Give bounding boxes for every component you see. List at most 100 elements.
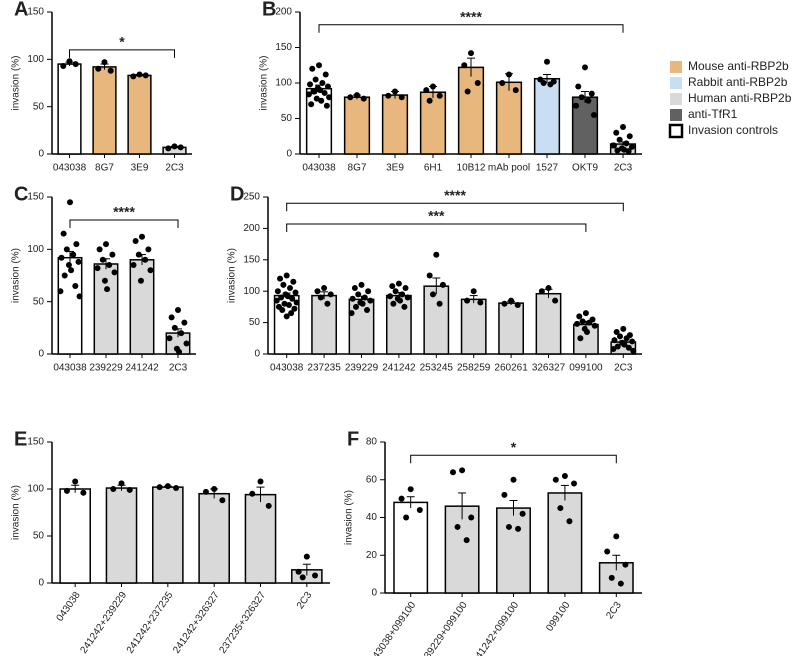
data-point xyxy=(395,280,402,287)
data-point xyxy=(273,297,280,304)
data-point xyxy=(181,319,188,326)
data-point xyxy=(287,285,294,292)
legend-swatch xyxy=(668,123,684,139)
data-point xyxy=(404,294,411,301)
data-point xyxy=(582,64,588,71)
x-tick-label: 2C3 xyxy=(295,590,315,612)
y-tick-label: 100 xyxy=(27,484,44,495)
data-point xyxy=(585,97,592,104)
data-point xyxy=(390,300,397,307)
y-axis-label: invasion (%) xyxy=(344,490,355,545)
data-point xyxy=(284,293,291,300)
data-point xyxy=(354,92,360,99)
data-point xyxy=(313,95,320,102)
x-tick-label: 1527 xyxy=(536,163,559,174)
y-tick-label: 150 xyxy=(275,42,292,53)
bar xyxy=(393,501,429,594)
x-tick-label: 3E9 xyxy=(386,163,404,174)
data-point xyxy=(326,94,333,101)
data-point xyxy=(436,92,443,99)
data-point xyxy=(257,478,264,485)
y-tick-label: 0 xyxy=(38,349,44,360)
data-point xyxy=(439,281,446,288)
significance-label: **** xyxy=(444,187,466,203)
data-point xyxy=(604,548,611,555)
data-point xyxy=(499,80,506,86)
data-point xyxy=(165,145,172,152)
significance-label: **** xyxy=(113,204,135,220)
data-point xyxy=(303,553,310,560)
data-point xyxy=(622,561,629,568)
data-point xyxy=(65,262,72,269)
bar xyxy=(105,487,138,584)
panel-title: B xyxy=(262,0,276,20)
data-point xyxy=(392,88,398,95)
y-tick-label: 50 xyxy=(33,531,45,542)
data-point xyxy=(137,277,144,284)
data-point xyxy=(574,320,581,327)
data-point xyxy=(586,319,593,326)
data-point xyxy=(288,310,295,317)
y-axis-label: invasion (%) xyxy=(11,485,22,540)
data-point xyxy=(324,300,331,307)
data-point xyxy=(616,333,623,340)
legend-label: Invasion controls xyxy=(688,123,778,137)
x-tick-label: 6H1 xyxy=(424,163,443,174)
data-point xyxy=(506,71,512,78)
bar xyxy=(152,486,184,584)
data-point xyxy=(433,251,440,258)
data-point xyxy=(571,480,578,487)
data-point xyxy=(385,92,392,99)
data-point xyxy=(579,318,586,325)
data-point xyxy=(623,140,630,147)
significance-bracket xyxy=(318,24,624,33)
data-point xyxy=(101,59,108,66)
x-tick-label: 2C3 xyxy=(604,600,624,622)
data-point xyxy=(175,307,181,314)
bar xyxy=(419,91,447,155)
data-point xyxy=(110,486,117,492)
data-point xyxy=(387,293,394,300)
data-point xyxy=(60,62,67,69)
data-point xyxy=(66,58,73,65)
data-point xyxy=(312,76,319,83)
data-point xyxy=(566,518,573,525)
y-tick-label: 60 xyxy=(366,474,378,485)
data-point xyxy=(389,283,396,290)
y-axis-label: invasion (%) xyxy=(259,55,270,110)
data-point xyxy=(142,72,149,79)
significance-label: * xyxy=(119,34,125,50)
data-point xyxy=(463,537,470,544)
data-point xyxy=(290,278,297,285)
x-tick-label: 241242+239229 xyxy=(78,590,129,656)
x-tick-label: 237235+326327 xyxy=(217,590,268,656)
data-point xyxy=(626,133,633,140)
data-point xyxy=(614,147,621,154)
data-point xyxy=(547,81,554,88)
data-point xyxy=(308,101,315,108)
data-point xyxy=(265,502,272,509)
data-point xyxy=(147,267,154,274)
y-tick-label: 150 xyxy=(27,192,44,203)
x-tick-label: 260261 xyxy=(494,363,528,374)
data-point xyxy=(317,87,324,94)
significance-bracket xyxy=(69,49,175,58)
data-point xyxy=(130,73,137,80)
x-tick-label: 2C3 xyxy=(614,363,633,374)
bar xyxy=(498,302,525,355)
x-tick-label: 8G7 xyxy=(348,163,367,174)
y-tick-label: 0 xyxy=(371,588,377,599)
data-point xyxy=(514,302,521,309)
data-point xyxy=(582,310,589,317)
data-point xyxy=(610,345,617,352)
data-point xyxy=(449,469,456,476)
data-point xyxy=(620,124,626,131)
y-tick-label: 100 xyxy=(27,54,44,65)
data-point xyxy=(608,574,615,581)
data-point xyxy=(96,246,103,253)
data-point xyxy=(359,300,366,307)
legend-label: Human anti-RBP2b xyxy=(688,91,792,105)
bar xyxy=(444,505,480,594)
data-point xyxy=(321,285,328,292)
data-point xyxy=(94,265,101,272)
